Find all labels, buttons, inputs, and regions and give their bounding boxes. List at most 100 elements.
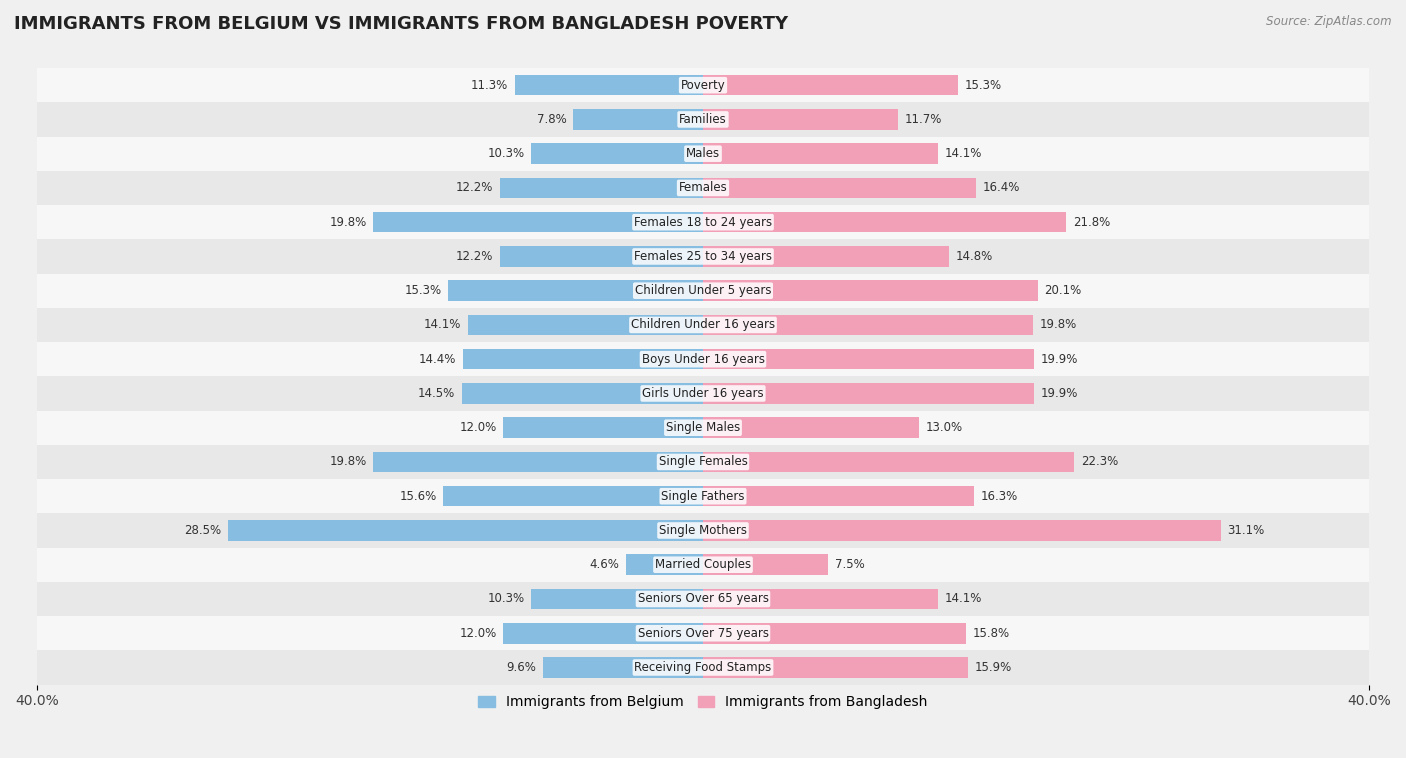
Text: Females 25 to 34 years: Females 25 to 34 years [634, 250, 772, 263]
Bar [703, 384, 1035, 404]
Bar [37, 445, 1369, 479]
Text: Males: Males [686, 147, 720, 160]
Bar [703, 554, 828, 575]
Text: Single Mothers: Single Mothers [659, 524, 747, 537]
Bar [503, 623, 703, 644]
Bar [37, 547, 1369, 582]
Bar [703, 486, 974, 506]
Text: 16.4%: 16.4% [983, 181, 1021, 195]
Text: 10.3%: 10.3% [488, 593, 524, 606]
Bar [37, 205, 1369, 240]
Text: 15.6%: 15.6% [399, 490, 436, 503]
Bar [703, 589, 938, 609]
Text: 11.3%: 11.3% [471, 79, 508, 92]
Text: Single Males: Single Males [666, 421, 740, 434]
Text: Girls Under 16 years: Girls Under 16 years [643, 387, 763, 400]
Bar [37, 650, 1369, 684]
Text: 7.8%: 7.8% [537, 113, 567, 126]
Text: Boys Under 16 years: Boys Under 16 years [641, 352, 765, 365]
Bar [703, 143, 938, 164]
Text: 31.1%: 31.1% [1227, 524, 1265, 537]
Text: 15.9%: 15.9% [974, 661, 1012, 674]
Bar [703, 349, 1035, 369]
Text: Single Females: Single Females [658, 456, 748, 468]
Text: 15.3%: 15.3% [405, 284, 441, 297]
Text: 4.6%: 4.6% [591, 558, 620, 572]
Bar [443, 486, 703, 506]
Text: Poverty: Poverty [681, 79, 725, 92]
Bar [703, 418, 920, 438]
Bar [503, 418, 703, 438]
Bar [37, 68, 1369, 102]
Text: 15.8%: 15.8% [973, 627, 1010, 640]
Text: 14.4%: 14.4% [419, 352, 457, 365]
Text: Families: Families [679, 113, 727, 126]
Bar [37, 582, 1369, 616]
Bar [373, 452, 703, 472]
Bar [37, 308, 1369, 342]
Bar [703, 109, 898, 130]
Bar [228, 520, 703, 540]
Text: 19.9%: 19.9% [1040, 352, 1078, 365]
Bar [37, 513, 1369, 547]
Text: 14.1%: 14.1% [425, 318, 461, 331]
Text: 11.7%: 11.7% [904, 113, 942, 126]
Text: 12.2%: 12.2% [456, 181, 494, 195]
Text: 14.1%: 14.1% [945, 593, 981, 606]
Text: 19.9%: 19.9% [1040, 387, 1078, 400]
Bar [627, 554, 703, 575]
Text: Seniors Over 75 years: Seniors Over 75 years [637, 627, 769, 640]
Bar [531, 143, 703, 164]
Text: 28.5%: 28.5% [184, 524, 222, 537]
Bar [703, 520, 1220, 540]
Bar [37, 411, 1369, 445]
Text: 19.8%: 19.8% [329, 456, 367, 468]
Text: 12.0%: 12.0% [460, 627, 496, 640]
Bar [37, 616, 1369, 650]
Bar [703, 452, 1074, 472]
Text: IMMIGRANTS FROM BELGIUM VS IMMIGRANTS FROM BANGLADESH POVERTY: IMMIGRANTS FROM BELGIUM VS IMMIGRANTS FR… [14, 15, 789, 33]
Text: 13.0%: 13.0% [927, 421, 963, 434]
Bar [373, 212, 703, 233]
Bar [703, 212, 1066, 233]
Text: Females 18 to 24 years: Females 18 to 24 years [634, 216, 772, 229]
Text: Seniors Over 65 years: Seniors Over 65 years [637, 593, 769, 606]
Text: 22.3%: 22.3% [1081, 456, 1118, 468]
Text: 14.8%: 14.8% [956, 250, 994, 263]
Text: Single Fathers: Single Fathers [661, 490, 745, 503]
Text: 9.6%: 9.6% [506, 661, 537, 674]
Bar [449, 280, 703, 301]
Text: 19.8%: 19.8% [329, 216, 367, 229]
Bar [574, 109, 703, 130]
Text: Married Couples: Married Couples [655, 558, 751, 572]
Text: Source: ZipAtlas.com: Source: ZipAtlas.com [1267, 15, 1392, 28]
Text: 14.5%: 14.5% [418, 387, 456, 400]
Bar [468, 315, 703, 335]
Bar [703, 177, 976, 199]
Bar [37, 240, 1369, 274]
Bar [37, 136, 1369, 171]
Text: Females: Females [679, 181, 727, 195]
Bar [499, 246, 703, 267]
Bar [37, 274, 1369, 308]
Bar [515, 75, 703, 96]
Bar [37, 171, 1369, 205]
Text: 14.1%: 14.1% [945, 147, 981, 160]
Bar [499, 177, 703, 199]
Bar [703, 657, 967, 678]
Bar [703, 315, 1033, 335]
Text: Receiving Food Stamps: Receiving Food Stamps [634, 661, 772, 674]
Text: 15.3%: 15.3% [965, 79, 1001, 92]
Bar [531, 589, 703, 609]
Bar [37, 376, 1369, 411]
Bar [463, 349, 703, 369]
Bar [37, 342, 1369, 376]
Bar [703, 280, 1038, 301]
Text: 20.1%: 20.1% [1045, 284, 1081, 297]
Legend: Immigrants from Belgium, Immigrants from Bangladesh: Immigrants from Belgium, Immigrants from… [472, 690, 934, 715]
Text: 12.0%: 12.0% [460, 421, 496, 434]
Bar [703, 623, 966, 644]
Bar [37, 479, 1369, 513]
Text: Children Under 5 years: Children Under 5 years [634, 284, 772, 297]
Bar [37, 102, 1369, 136]
